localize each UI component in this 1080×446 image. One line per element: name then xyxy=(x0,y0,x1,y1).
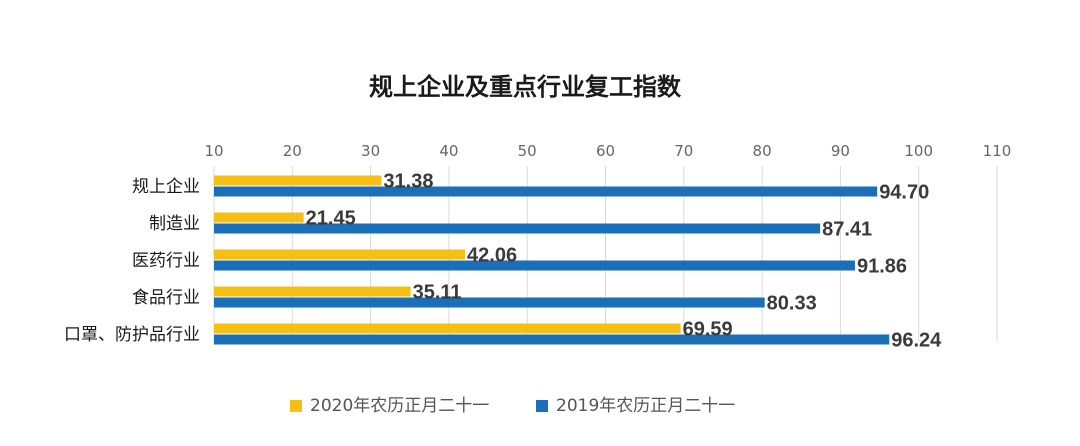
x-tick-label: 40 xyxy=(439,142,458,160)
data-label: 94.70 xyxy=(879,182,929,204)
bar-series-2 xyxy=(214,334,890,345)
x-tick-label: 110 xyxy=(983,142,1012,160)
bar-series-1 xyxy=(214,212,304,223)
legend-swatch xyxy=(290,400,302,412)
bars xyxy=(214,175,890,345)
x-tick-label: 50 xyxy=(518,142,537,160)
x-tick-label: 100 xyxy=(904,142,933,160)
data-label: 21.45 xyxy=(306,208,356,230)
legend: 2020年农历正月二十一 2019年农历正月二十一 xyxy=(290,396,735,416)
x-tick-label: 60 xyxy=(596,142,615,160)
bar-series-2 xyxy=(214,297,765,308)
category-label: 食品行业 xyxy=(132,288,200,308)
data-label: 35.11 xyxy=(413,282,462,304)
bar-series-1 xyxy=(214,249,466,260)
x-tick-label: 20 xyxy=(283,142,302,160)
x-tick-label: 90 xyxy=(831,142,850,160)
bar-series-1 xyxy=(214,323,681,334)
data-label: 80.33 xyxy=(767,293,817,315)
x-tick-label: 10 xyxy=(204,142,223,160)
chart-title: 规上企业及重点行业复工指数 xyxy=(369,73,682,101)
legend-label: 2019年农历正月二十一 xyxy=(556,396,735,416)
data-labels: 31.38 94.70 21.45 87.41 42.06 91.86 35.11 80.33… xyxy=(306,171,943,352)
bar-series-2 xyxy=(214,260,855,271)
data-label: 87.41 xyxy=(822,219,872,241)
category-label: 制造业 xyxy=(149,214,200,234)
category-label: 口罩、防护品行业 xyxy=(64,325,200,345)
category-label: 规上企业 xyxy=(132,177,200,197)
data-label: 91.86 xyxy=(857,256,907,278)
data-label: 69.59 xyxy=(683,319,733,341)
bar-series-2 xyxy=(214,186,878,197)
data-label: 96.24 xyxy=(891,330,942,352)
data-label: 31.38 xyxy=(383,171,433,193)
bar-series-1 xyxy=(214,286,411,297)
x-tick-label: 80 xyxy=(753,142,772,160)
legend-label: 2020年农历正月二十一 xyxy=(310,396,489,416)
bar-series-1 xyxy=(214,175,382,186)
x-tick-label: 30 xyxy=(361,142,380,160)
bar-series-2 xyxy=(214,223,821,234)
data-label: 42.06 xyxy=(467,245,517,267)
x-axis-ticks: 10 20 30 40 50 60 70 80 90 100 110 xyxy=(204,142,1011,160)
legend-swatch xyxy=(536,400,548,412)
x-tick-label: 70 xyxy=(674,142,693,160)
category-label: 医药行业 xyxy=(132,251,200,271)
